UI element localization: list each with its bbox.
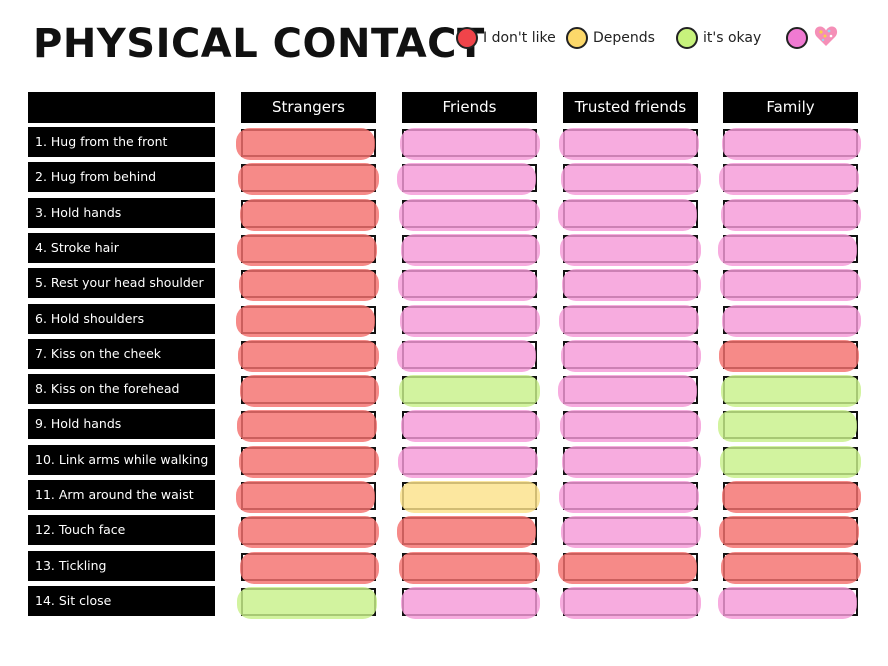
column-header-family: Family bbox=[723, 92, 858, 123]
rating-cell-friends[interactable] bbox=[402, 411, 537, 439]
rating-cell-family[interactable] bbox=[723, 306, 858, 334]
rating-cell-family[interactable] bbox=[723, 517, 858, 545]
legend-label: Depends bbox=[593, 30, 655, 46]
rating-cell-strangers[interactable] bbox=[241, 306, 376, 334]
rating-cell-friends[interactable] bbox=[402, 306, 537, 334]
rating-cell-trusted-friends[interactable] bbox=[563, 235, 698, 263]
row-label: 8. Kiss on the forehead bbox=[28, 374, 215, 404]
row-label: 12. Touch face bbox=[28, 515, 215, 545]
rating-cell-trusted-friends[interactable] bbox=[563, 200, 698, 228]
rating-cell-family[interactable] bbox=[723, 482, 858, 510]
pink-circle-icon bbox=[786, 27, 808, 49]
heart-icon bbox=[814, 25, 838, 51]
rating-cell-strangers[interactable] bbox=[241, 376, 376, 404]
rating-cell-trusted-friends[interactable] bbox=[563, 482, 698, 510]
rating-cell-friends[interactable] bbox=[402, 270, 537, 298]
legend: I don't like Depends it's okay bbox=[450, 23, 880, 53]
rating-cell-family[interactable] bbox=[723, 129, 858, 157]
rating-cell-friends[interactable] bbox=[402, 447, 537, 475]
row-label: 6. Hold shoulders bbox=[28, 304, 215, 334]
column-header-trusted-friends: Trusted friends bbox=[563, 92, 698, 123]
rating-cell-strangers[interactable] bbox=[241, 164, 376, 192]
rating-cell-trusted-friends[interactable] bbox=[563, 306, 698, 334]
legend-label: it's okay bbox=[703, 30, 762, 46]
rating-cell-friends[interactable] bbox=[402, 517, 537, 545]
rating-cell-friends[interactable] bbox=[402, 200, 537, 228]
rating-cell-trusted-friends[interactable] bbox=[563, 341, 698, 369]
rating-cell-strangers[interactable] bbox=[241, 517, 376, 545]
rating-cell-family[interactable] bbox=[723, 235, 858, 263]
rating-cell-strangers[interactable] bbox=[241, 447, 376, 475]
rating-cell-trusted-friends[interactable] bbox=[563, 517, 698, 545]
rating-cell-friends[interactable] bbox=[402, 553, 537, 581]
rating-cell-strangers[interactable] bbox=[241, 270, 376, 298]
rating-cell-strangers[interactable] bbox=[241, 341, 376, 369]
rating-cell-friends[interactable] bbox=[402, 376, 537, 404]
rating-cell-trusted-friends[interactable] bbox=[563, 553, 698, 581]
rating-cell-family[interactable] bbox=[723, 553, 858, 581]
rating-cell-friends[interactable] bbox=[402, 588, 537, 616]
rating-cell-trusted-friends[interactable] bbox=[563, 447, 698, 475]
rating-cell-friends[interactable] bbox=[402, 129, 537, 157]
rating-cell-friends[interactable] bbox=[402, 164, 537, 192]
rating-cell-trusted-friends[interactable] bbox=[563, 164, 698, 192]
row-label: 10. Link arms while walking bbox=[28, 445, 215, 475]
row-label: 11. Arm around the waist bbox=[28, 480, 215, 510]
legend-item-okay: it's okay bbox=[676, 23, 761, 53]
row-label: 13. Tickling bbox=[28, 551, 215, 581]
rating-cell-strangers[interactable] bbox=[241, 200, 376, 228]
rating-cell-trusted-friends[interactable] bbox=[563, 411, 698, 439]
legend-label: I don't like bbox=[483, 30, 556, 46]
rating-cell-friends[interactable] bbox=[402, 341, 537, 369]
column-header-strangers: Strangers bbox=[241, 92, 376, 123]
rating-cell-family[interactable] bbox=[723, 341, 858, 369]
row-label: 9. Hold hands bbox=[28, 409, 215, 439]
rating-cell-family[interactable] bbox=[723, 411, 858, 439]
rating-cell-family[interactable] bbox=[723, 588, 858, 616]
row-label: 2. Hug from behind bbox=[28, 162, 215, 192]
legend-item-depends: Depends bbox=[566, 23, 655, 53]
legend-item-dislike: I don't like bbox=[456, 23, 556, 53]
legend-item-heart bbox=[786, 23, 838, 53]
row-label: 5. Rest your head shoulder bbox=[28, 268, 215, 298]
row-label: 3. Hold hands bbox=[28, 198, 215, 228]
rating-cell-friends[interactable] bbox=[402, 235, 537, 263]
rating-cell-trusted-friends[interactable] bbox=[563, 129, 698, 157]
corner-header bbox=[28, 92, 215, 123]
rating-cell-strangers[interactable] bbox=[241, 588, 376, 616]
rating-cell-strangers[interactable] bbox=[241, 553, 376, 581]
yellow-circle-icon bbox=[566, 27, 588, 49]
red-circle-icon bbox=[456, 27, 478, 49]
row-label: 7. Kiss on the cheek bbox=[28, 339, 215, 369]
row-label: 1. Hug from the front bbox=[28, 127, 215, 157]
rating-cell-strangers[interactable] bbox=[241, 235, 376, 263]
rating-cell-strangers[interactable] bbox=[241, 482, 376, 510]
rating-cell-friends[interactable] bbox=[402, 482, 537, 510]
green-circle-icon bbox=[676, 27, 698, 49]
rating-cell-strangers[interactable] bbox=[241, 129, 376, 157]
row-label: 14. Sit close bbox=[28, 586, 215, 616]
rating-cell-trusted-friends[interactable] bbox=[563, 588, 698, 616]
row-label: 4. Stroke hair bbox=[28, 233, 215, 263]
rating-cell-trusted-friends[interactable] bbox=[563, 270, 698, 298]
column-header-friends: Friends bbox=[402, 92, 537, 123]
page-title: PHYSICAL CONTACT bbox=[33, 21, 485, 67]
rating-cell-family[interactable] bbox=[723, 270, 858, 298]
rating-cell-family[interactable] bbox=[723, 200, 858, 228]
rating-cell-family[interactable] bbox=[723, 447, 858, 475]
rating-cell-family[interactable] bbox=[723, 376, 858, 404]
rating-cell-family[interactable] bbox=[723, 164, 858, 192]
rating-cell-strangers[interactable] bbox=[241, 411, 376, 439]
rating-cell-trusted-friends[interactable] bbox=[563, 376, 698, 404]
